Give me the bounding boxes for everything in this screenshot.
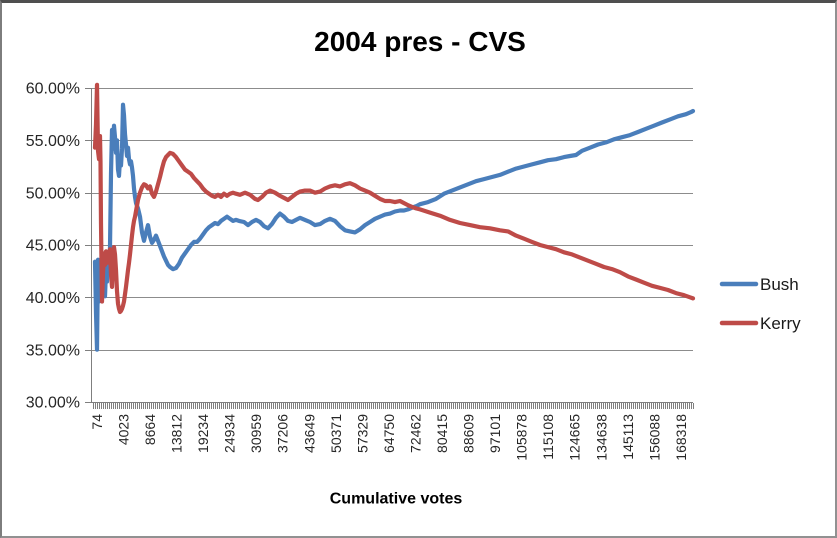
y-tick-label: 30.00% xyxy=(26,395,80,412)
x-tick-label: 24934 xyxy=(222,414,238,453)
x-tick-label: 134638 xyxy=(593,414,609,461)
x-tick-label: 8664 xyxy=(142,414,158,445)
y-tick-label: 50.00% xyxy=(26,185,80,202)
legend-entry-bush: Bush xyxy=(719,275,799,294)
y-axis-labels: 60.00% 55.00% 50.00% 45.00% 40.00% 35.00% 30.0… xyxy=(26,81,80,412)
chart-title: 2004 pres - CVS xyxy=(314,26,526,57)
legend-entry-kerry: Kerry xyxy=(719,314,801,333)
x-tick-label: 72462 xyxy=(407,414,423,453)
y-tick-label: 35.00% xyxy=(26,342,80,359)
y-tick-label: 40.00% xyxy=(26,290,80,307)
x-tick-label: 97101 xyxy=(487,414,503,453)
x-tick-label: 115108 xyxy=(540,414,556,460)
axes xyxy=(85,88,92,403)
x-tick-label: 30959 xyxy=(248,414,264,453)
legend-label: Kerry xyxy=(760,314,801,333)
series-line-kerry xyxy=(92,82,696,315)
x-tick-label: 13812 xyxy=(169,414,185,453)
y-tick-label: 45.00% xyxy=(26,238,80,255)
axis-tick-comb xyxy=(93,403,694,409)
x-tick-label: 168318 xyxy=(673,414,689,461)
legend-label: Bush xyxy=(760,275,799,294)
x-tick-label: 105878 xyxy=(514,414,530,461)
chart-canvas: 2004 pres - CVS 60.00% 55.00% 50.00% 45.00%… xyxy=(26,26,801,508)
x-tick-label: 57329 xyxy=(354,414,370,453)
x-tick-label: 19234 xyxy=(195,414,211,453)
x-tick-label: 88609 xyxy=(461,414,477,453)
legend: Bush Kerry xyxy=(719,275,801,333)
x-tick-label: 156088 xyxy=(646,414,662,461)
category-tick-comb xyxy=(93,403,694,409)
x-tick-label: 50371 xyxy=(328,414,344,453)
x-axis-title: Cumulative votes xyxy=(330,491,463,508)
series-line-bush xyxy=(92,102,696,352)
x-tick-label: 124665 xyxy=(567,414,583,461)
x-tick-label: 64750 xyxy=(381,414,397,453)
x-axis-labels: 74 4023 8664 13812 19234 24934 30959 37206 43649… xyxy=(89,414,689,461)
series-lines xyxy=(92,82,696,352)
x-tick-label: 145113 xyxy=(620,414,636,460)
x-tick-label: 37206 xyxy=(275,414,291,453)
y-tick-label: 60.00% xyxy=(26,81,80,98)
x-tick-label: 74 xyxy=(89,414,105,430)
x-tick-label: 43649 xyxy=(301,414,317,453)
y-tick-label: 55.00% xyxy=(26,133,80,150)
x-tick-label: 4023 xyxy=(115,414,131,445)
x-tick-label: 80415 xyxy=(434,414,450,453)
gridlines xyxy=(91,88,693,403)
